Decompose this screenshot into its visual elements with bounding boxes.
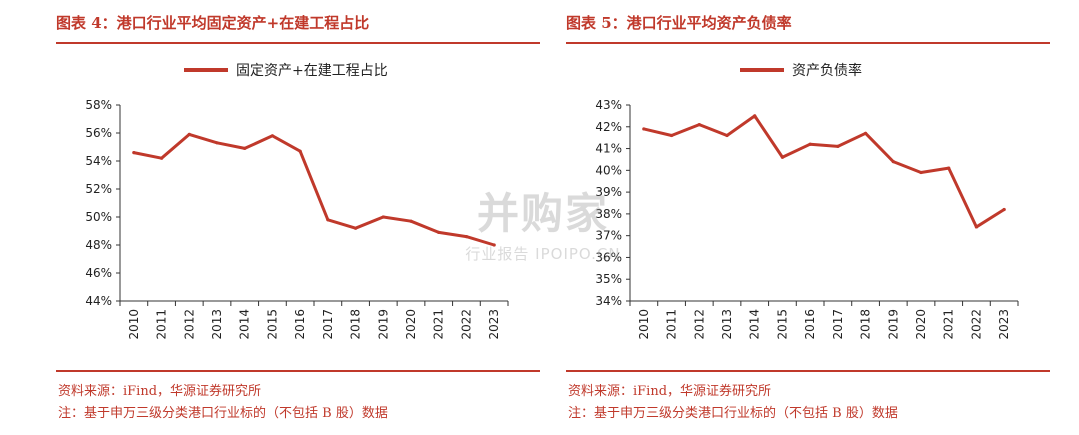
y-tick-label: 46%: [85, 266, 112, 280]
x-tick-label: 2018: [349, 309, 363, 340]
y-tick-label: 56%: [85, 126, 112, 140]
y-tick-label: 37%: [595, 229, 622, 243]
data-point: [187, 132, 191, 136]
x-tick-label: 2022: [459, 309, 473, 340]
panel-title: 图表 5：港口行业平均资产负债率: [566, 14, 792, 32]
x-tick-label: 2012: [182, 309, 196, 340]
y-tick-label: 54%: [85, 154, 112, 168]
data-point: [697, 123, 701, 127]
note-text: 注：基于申万三级分类港口行业标的（不包括 B 股）数据: [568, 406, 898, 421]
x-tick-label: 2021: [942, 309, 956, 340]
data-point: [669, 133, 674, 138]
x-tick-label: 2019: [886, 309, 900, 340]
data-point: [780, 155, 785, 159]
data-point: [464, 235, 469, 239]
x-tick-label: 2020: [914, 309, 928, 340]
data-point: [326, 218, 330, 222]
chart-legend: 资产负债率: [740, 60, 862, 80]
footer-divider: [56, 370, 540, 372]
data-point: [753, 114, 757, 118]
data-point: [863, 131, 868, 135]
x-tick-label: 2012: [692, 309, 706, 340]
x-tick-label: 2018: [859, 309, 873, 340]
x-tick-label: 2010: [637, 309, 651, 340]
data-point: [381, 215, 385, 219]
x-tick-label: 2014: [238, 309, 252, 340]
y-tick-label: 41%: [595, 142, 622, 156]
x-tick-label: 2023: [487, 309, 501, 340]
note-text: 注：基于申万三级分类港口行业标的（不包括 B 股）数据: [58, 406, 388, 421]
source-text: 资料来源：iFind，华源证券研究所: [58, 384, 262, 399]
footer-divider: [566, 370, 1050, 372]
y-tick-label: 44%: [85, 294, 112, 308]
legend-line-swatch: [740, 68, 784, 72]
y-tick-label: 43%: [595, 98, 622, 112]
data-point: [132, 151, 136, 155]
x-tick-label: 2016: [293, 309, 307, 340]
x-tick-label: 2021: [432, 309, 446, 340]
line-chart-fixed-assets: 44% 46% 48% 50% 52% 54% 56% 58% 2010 2011 2012 2013…: [85, 98, 509, 340]
x-tick-label: 2023: [997, 309, 1011, 340]
x-tick-label: 2010: [127, 309, 141, 340]
y-tick-label: 38%: [595, 207, 622, 221]
x-tick-label: 2013: [210, 309, 224, 340]
panel-title: 图表 4：港口行业平均固定资产+在建工程占比: [56, 14, 370, 32]
data-point: [642, 127, 646, 131]
y-tick-label: 34%: [595, 294, 622, 308]
y-tick-label: 35%: [595, 272, 622, 286]
title-divider: [56, 42, 540, 44]
data-point: [891, 160, 895, 164]
series-line: [132, 132, 496, 247]
y-tick-label: 42%: [595, 120, 622, 134]
y-tick-label: 39%: [595, 185, 622, 199]
data-point: [947, 166, 951, 170]
x-tick-label: 2016: [803, 309, 817, 340]
x-tick-label: 2011: [665, 309, 679, 340]
data-point: [298, 149, 302, 153]
data-point: [919, 170, 923, 175]
y-tick-label: 40%: [595, 163, 622, 177]
x-tick-label: 2019: [376, 309, 390, 340]
data-point: [1002, 207, 1006, 212]
x-tick-label: 2022: [969, 309, 983, 340]
legend-label: 资产负债率: [792, 63, 862, 79]
data-point: [215, 141, 219, 145]
y-tick-label: 36%: [595, 250, 622, 264]
y-tick-label: 52%: [85, 182, 112, 196]
data-point: [974, 225, 979, 229]
data-point: [243, 146, 247, 150]
data-point: [270, 134, 275, 138]
title-divider: [566, 42, 1050, 44]
data-point: [353, 226, 358, 230]
data-point: [492, 243, 496, 247]
y-tick-label: 58%: [85, 98, 112, 112]
x-tick-label: 2017: [831, 309, 845, 340]
x-tick-label: 2014: [748, 309, 762, 340]
data-point: [725, 133, 729, 138]
x-tick-label: 2011: [155, 309, 169, 340]
chart-legend: 固定资产+在建工程占比: [184, 60, 388, 80]
x-tick-label: 2015: [265, 309, 279, 340]
legend-label: 固定资产+在建工程占比: [236, 63, 388, 79]
y-tick-label: 48%: [85, 238, 112, 252]
source-text: 资料来源：iFind，华源证券研究所: [568, 384, 772, 399]
series-line: [642, 114, 1006, 229]
x-tick-label: 2017: [321, 309, 335, 340]
data-point: [836, 144, 840, 148]
y-tick-label: 50%: [85, 210, 112, 224]
line-chart-debt-ratio: 34% 35% 36% 37% 38% 39% 40% 41% 42% 43% 2010 2011 20…: [595, 98, 1019, 340]
data-point: [437, 230, 441, 234]
x-tick-label: 2013: [720, 309, 734, 340]
data-point: [808, 142, 812, 146]
data-point: [159, 156, 164, 160]
legend-line-swatch: [184, 68, 228, 72]
data-point: [409, 219, 413, 223]
x-tick-label: 2015: [775, 309, 789, 340]
x-tick-label: 2020: [404, 309, 418, 340]
